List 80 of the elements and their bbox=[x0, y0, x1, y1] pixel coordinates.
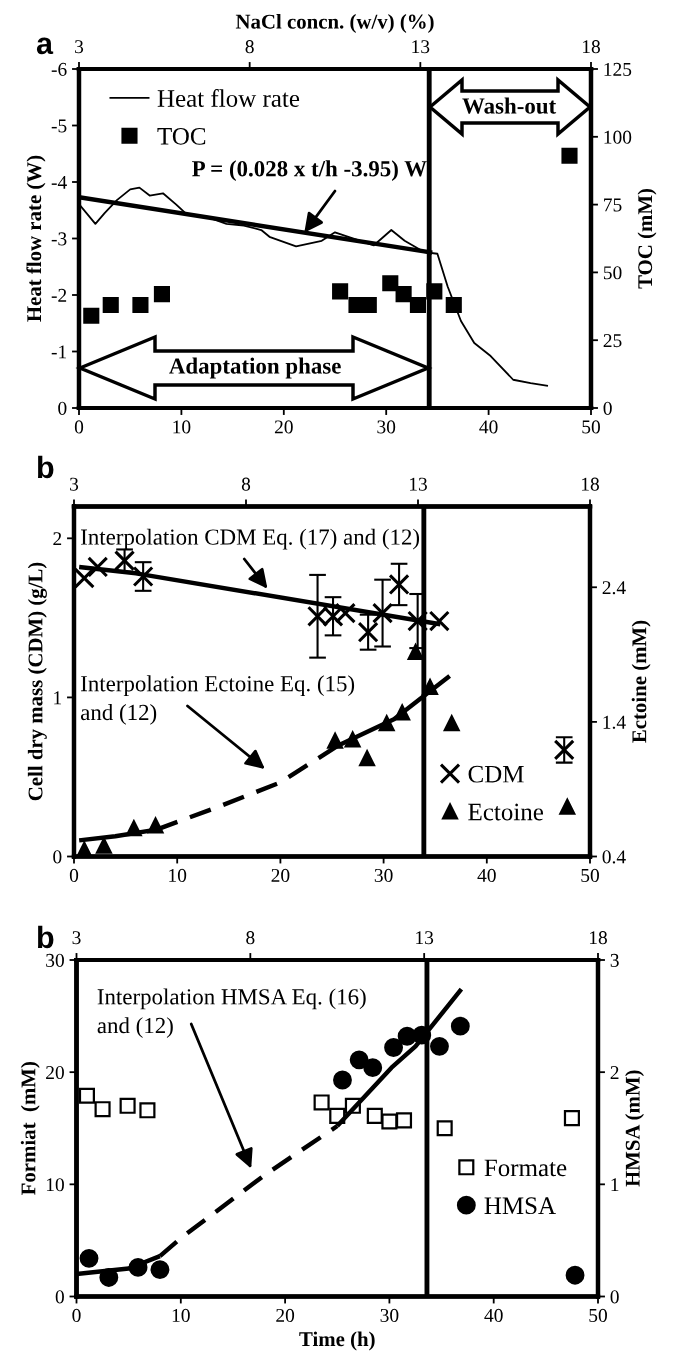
x2-tick-label: 3 bbox=[75, 40, 84, 54]
y-tick-label: 2 bbox=[53, 532, 62, 546]
x-axis-title: Time (h) bbox=[299, 1331, 375, 1351]
text: b bbox=[38, 925, 54, 949]
y-tick-label: -5 bbox=[51, 119, 67, 133]
annotation: Interpolation Ectoine Eq. (15) and (12) bbox=[81, 675, 355, 725]
annotation: Adaptation phase bbox=[169, 357, 341, 379]
x-tick-label: 0 bbox=[69, 868, 79, 882]
y-tick-label: 10 bbox=[46, 1178, 64, 1192]
legend-label: CDM bbox=[468, 765, 524, 783]
x-tick-label: 20 bbox=[274, 420, 293, 434]
x2-axis-title: NaCl concn. (w/v) (%) bbox=[235, 13, 434, 33]
y-tick-label: 20 bbox=[46, 1065, 64, 1080]
y-tick-label: -3 bbox=[51, 232, 67, 246]
y-tick-label: 0 bbox=[53, 850, 62, 864]
y2-tick-label: 0 bbox=[610, 1290, 619, 1304]
x-tick-label: 30 bbox=[377, 420, 396, 434]
annotation: Interpolation CDM Eq. (17) and (12) bbox=[81, 528, 420, 550]
y2-axis-title: TOC (mM) bbox=[637, 188, 657, 289]
x-tick-label: 20 bbox=[276, 1308, 295, 1322]
y2-tick-label: 2.4 bbox=[602, 581, 626, 595]
text: a bbox=[36, 37, 54, 55]
legend-label: TOC bbox=[157, 127, 206, 145]
x-tick-label: 50 bbox=[589, 1308, 607, 1322]
legend-label: Formate bbox=[484, 1159, 567, 1177]
x2-tick-label: 13 bbox=[412, 40, 430, 54]
y2-axis-title: HMSA (mM) bbox=[625, 1070, 644, 1187]
legend-label: Ectoine bbox=[468, 803, 544, 821]
x-tick-label: 0 bbox=[72, 1308, 81, 1322]
annotation: Wash-out bbox=[462, 97, 557, 114]
annotation: Interpolation HMSA Eq. (16) and (12) bbox=[97, 988, 366, 1038]
y-tick-label: -2 bbox=[51, 288, 67, 302]
y2-axis-title: Ectoine (mM) bbox=[631, 620, 651, 743]
y-axis-title: Formiat (mM) bbox=[20, 1062, 40, 1195]
y2-tick-label: 50 bbox=[603, 266, 622, 280]
x2-tick-label: 8 bbox=[246, 931, 255, 945]
y-tick-label: -6 bbox=[51, 62, 67, 76]
y2-tick-label: 0 bbox=[603, 401, 612, 415]
annotation: P = (0.028 x t/h -3.95) W bbox=[192, 160, 427, 182]
legend-label: HMSA bbox=[484, 1197, 556, 1215]
x-tick-label: 30 bbox=[374, 868, 393, 882]
x2-tick-label: 18 bbox=[581, 477, 599, 491]
x2-tick-label: 13 bbox=[409, 477, 427, 491]
x-tick-label: 50 bbox=[582, 420, 600, 434]
y-axis-title: Cell dry mass (CDM) (g/L) bbox=[27, 562, 47, 801]
x-tick-label: 10 bbox=[172, 1308, 190, 1322]
y2-tick-label: 1 bbox=[611, 1178, 619, 1192]
x-tick-label: 40 bbox=[479, 420, 498, 434]
y-tick-label: 0 bbox=[55, 1290, 64, 1304]
y-tick-label: 0 bbox=[58, 401, 67, 415]
y2-tick-label: 0.4 bbox=[602, 850, 626, 864]
y-tick-label: -4 bbox=[51, 175, 67, 189]
x2-tick-label: 13 bbox=[416, 931, 434, 945]
legend-label: Heat flow rate bbox=[157, 89, 300, 107]
text: b bbox=[38, 455, 54, 479]
y-tick-label: 30 bbox=[46, 953, 64, 967]
x-tick-label: 0 bbox=[74, 420, 84, 434]
y2-tick-label: 3 bbox=[610, 953, 619, 967]
x2-tick-label: 3 bbox=[72, 931, 81, 945]
x2-tick-label: 18 bbox=[589, 931, 607, 945]
x2-tick-label: 18 bbox=[582, 40, 600, 54]
x-tick-label: 30 bbox=[380, 1308, 399, 1322]
x-tick-label: 20 bbox=[271, 868, 290, 882]
y2-tick-label: 100 bbox=[604, 130, 632, 144]
x2-tick-label: 8 bbox=[241, 477, 251, 491]
x2-tick-label: 3 bbox=[70, 477, 79, 491]
x-tick-label: 10 bbox=[169, 868, 187, 882]
x-tick-label: 40 bbox=[484, 1308, 503, 1322]
x-tick-label: 50 bbox=[581, 868, 599, 882]
x2-tick-label: 8 bbox=[245, 40, 254, 54]
y-tick-label: -1 bbox=[51, 345, 67, 359]
x-tick-label: 10 bbox=[173, 420, 191, 434]
y-tick-label: 1 bbox=[54, 691, 62, 705]
y2-tick-label: 25 bbox=[603, 334, 622, 348]
y2-tick-label: 125 bbox=[604, 62, 632, 76]
y-axis-title: Heat flow rate (W) bbox=[26, 155, 46, 322]
x-tick-label: 40 bbox=[477, 868, 496, 882]
y2-tick-label: 75 bbox=[604, 198, 622, 212]
y2-tick-label: 2 bbox=[610, 1066, 619, 1079]
y2-tick-label: 1.4 bbox=[603, 715, 626, 729]
